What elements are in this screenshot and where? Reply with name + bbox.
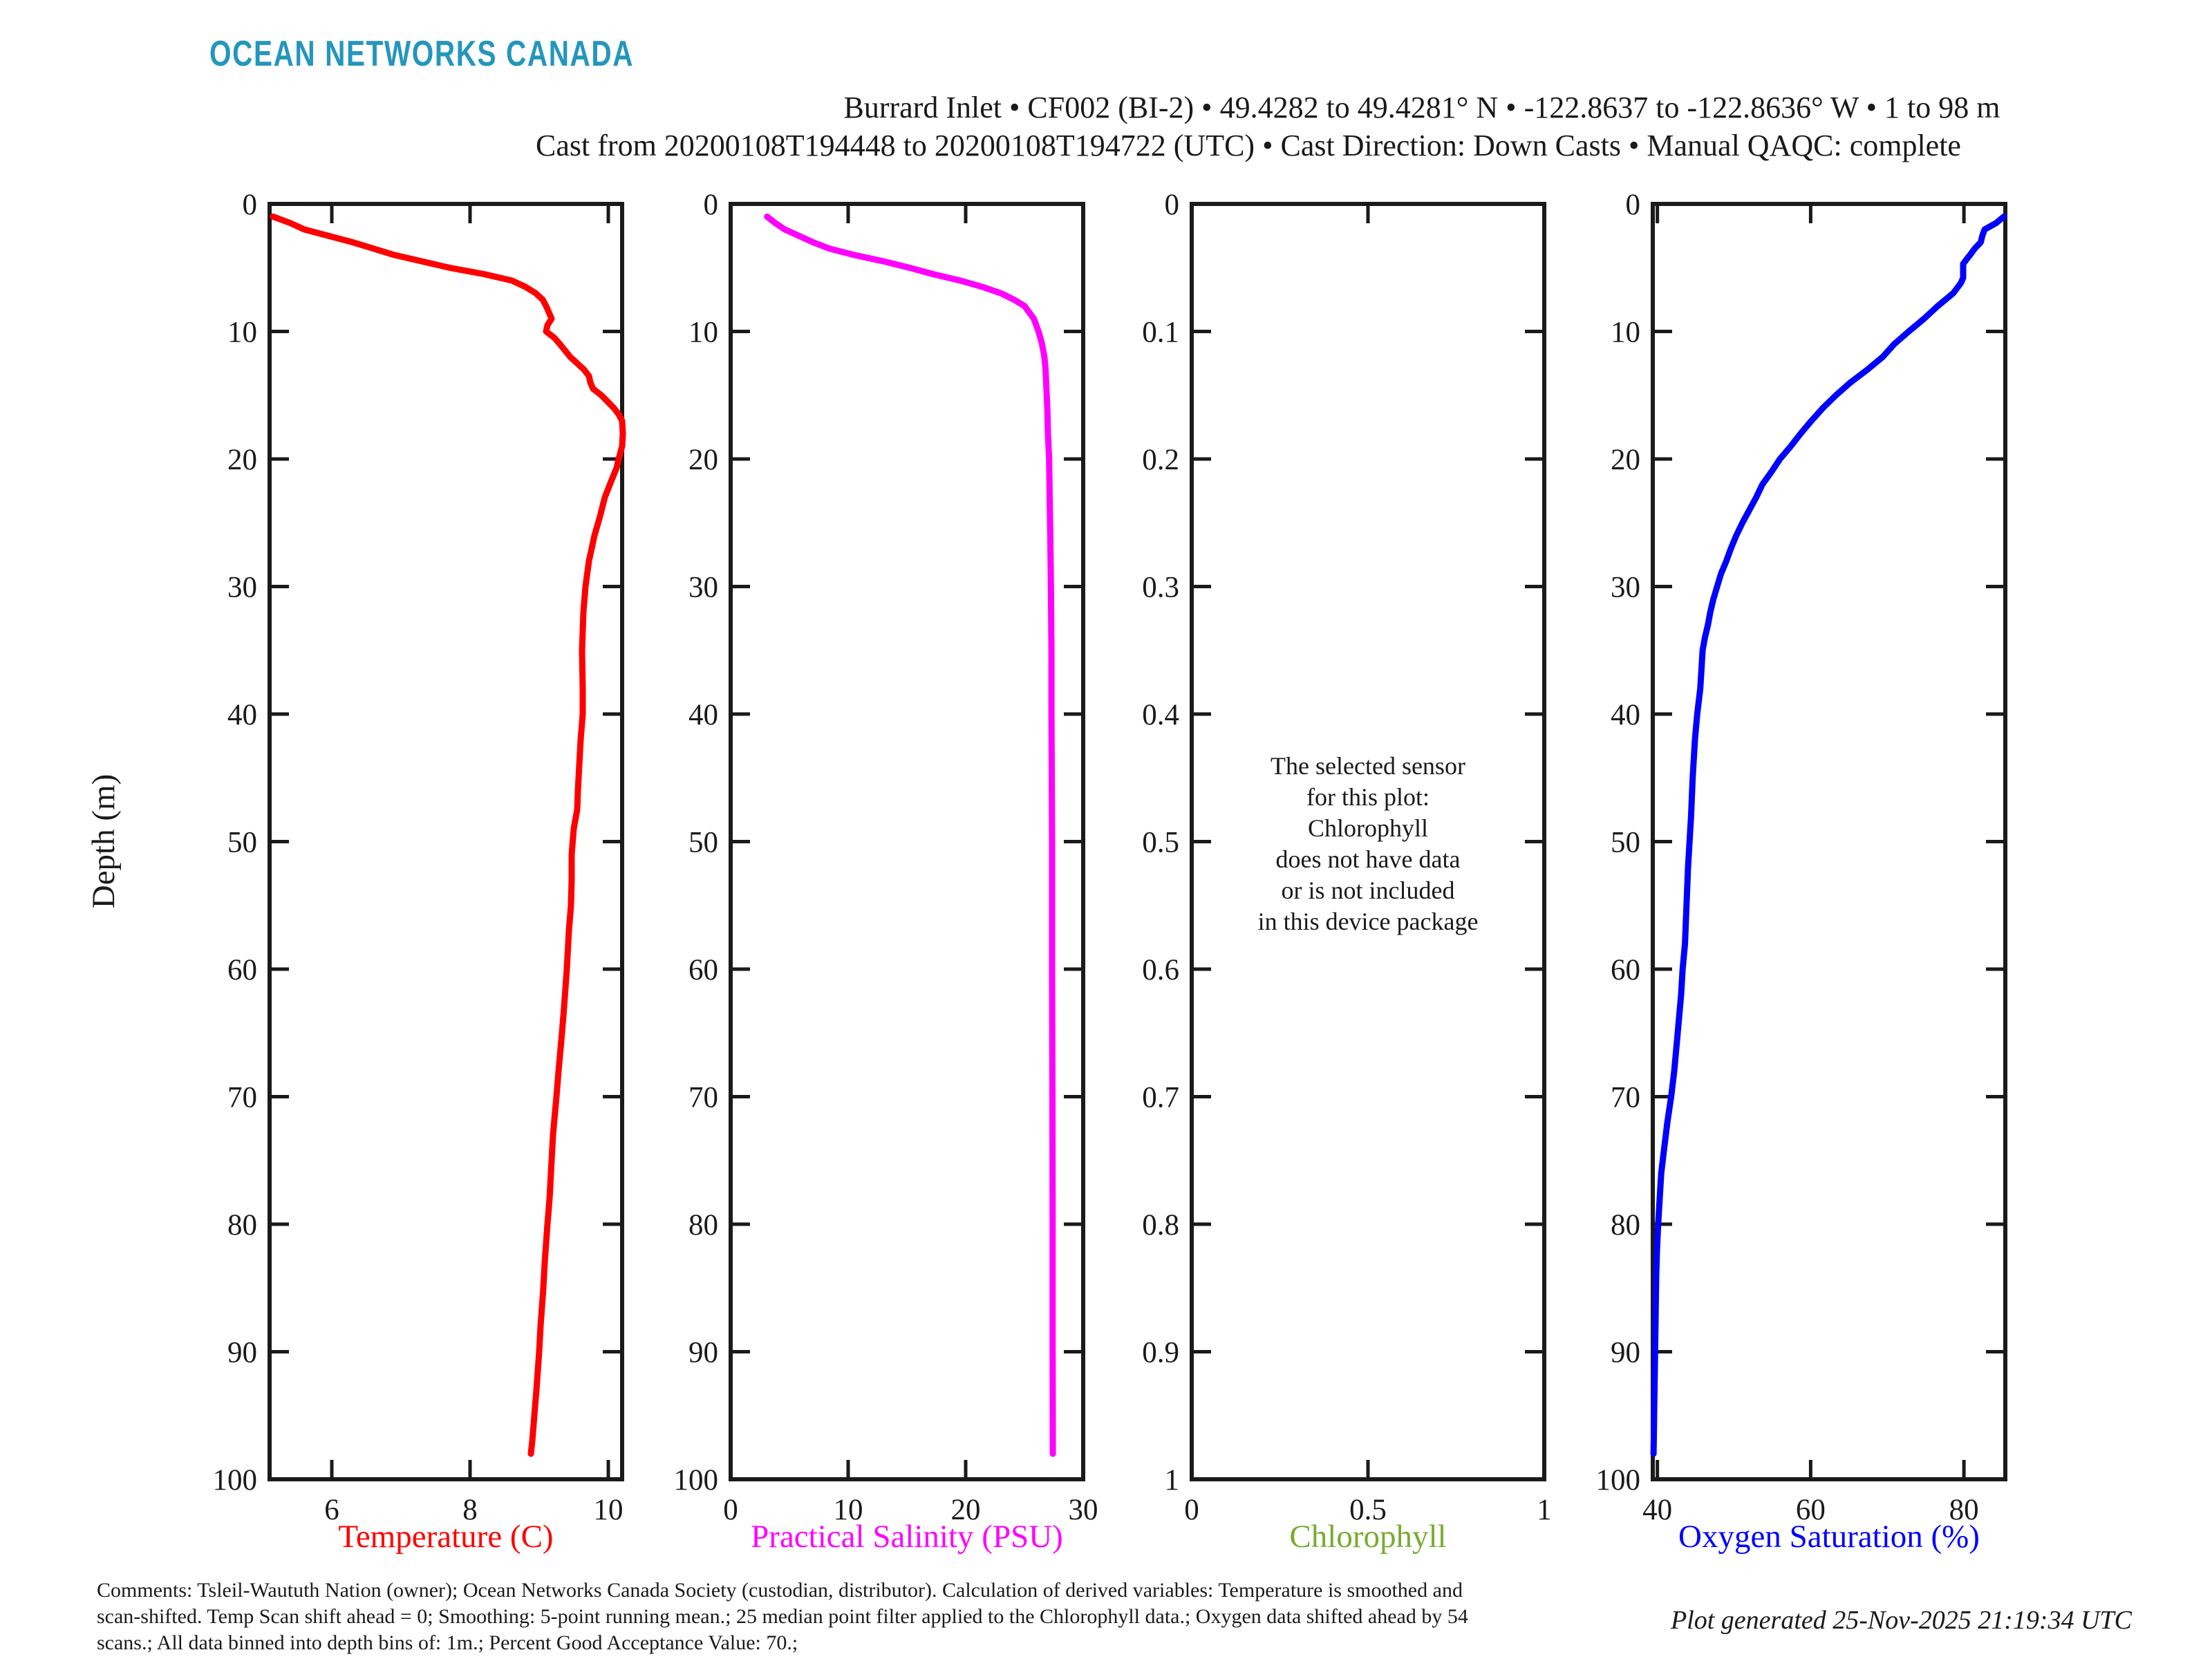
no-data-message-line: or is not included	[1281, 877, 1455, 904]
salinity-y-tick-label: 0	[704, 189, 719, 221]
salinity-curve	[764, 213, 1056, 1457]
oxygen-y-tick-label: 50	[1611, 827, 1640, 859]
plot-title-line2: Cast from 20200108T194448 to 20200108T19…	[536, 129, 1961, 162]
temperature-y-tick-label: 30	[227, 572, 257, 604]
salinity-x-tick-label: 20	[951, 1494, 981, 1526]
plot-generated-timestamp: Plot generated 25-Nov-2025 21:19:34 UTC	[1670, 1606, 2132, 1635]
chlorophyll-y-tick-label: 0.8	[1142, 1209, 1179, 1241]
salinity-y-tick-label: 90	[688, 1337, 718, 1369]
salinity-x-tick-label: 0	[723, 1494, 738, 1526]
oxygen-y-tick-label: 90	[1611, 1337, 1640, 1369]
temperature-plot-box	[268, 202, 624, 1481]
chlorophyll-panel: 0 0.5 100.10.20.30.40.50.60.70.80.91	[1142, 189, 1552, 1526]
oxygen-y-tick-label: 70	[1611, 1082, 1640, 1114]
chlorophyll-y-tick-label: 0.5	[1142, 827, 1179, 859]
temperature-y-tick-label: 70	[227, 1082, 257, 1114]
oxygen-y-tick-label: 60	[1611, 954, 1640, 986]
temperature-y-tick-label: 100	[213, 1464, 258, 1497]
salinity-y-tick-label: 40	[688, 699, 718, 731]
chlorophyll-x-tick-label: 1	[1537, 1494, 1552, 1526]
salinity-y-tick-label: 70	[688, 1082, 718, 1114]
oxygen-panel: 40 60 80 0 10 20 30 40 50 60 70 80 90 100	[1596, 189, 2007, 1526]
chlorophyll-y-tick-label: 0.6	[1142, 954, 1179, 986]
comments-line: scans.; All data binned into depth bins …	[97, 1631, 798, 1654]
temperature-curve	[270, 213, 626, 1457]
oxygen-y-tick-label: 20	[1611, 444, 1640, 476]
oxygen-curve	[1650, 213, 2007, 1457]
temperature-y-tick-label: 80	[227, 1209, 257, 1241]
salinity-panel: 0 10 20 30 0 10 20 30 40 50 60 70 80 90 100	[674, 189, 1098, 1526]
chlorophyll-x-tick-label: 0.5	[1349, 1494, 1387, 1526]
no-data-message-line: The selected sensor	[1271, 752, 1465, 780]
comments-line: Comments: Tsleil-Waututh Nation (owner);…	[97, 1579, 1463, 1602]
oxygen-y-tick-label: 100	[1596, 1464, 1641, 1497]
temperature-y-tick-label: 10	[227, 317, 257, 349]
salinity-axis-label: Practical Salinity (PSU)	[751, 1519, 1063, 1555]
temperature-axis-label: Temperature (C)	[338, 1519, 554, 1555]
oxygen-y-tick-label: 40	[1611, 699, 1640, 731]
oxygen-y-tick-label: 80	[1611, 1209, 1640, 1241]
chlorophyll-y-tick-label: 1	[1165, 1464, 1180, 1497]
temperature-x-tick-label: 10	[594, 1494, 624, 1526]
no-data-message-line: in this device package	[1257, 908, 1479, 935]
salinity-y-tick-label: 20	[688, 444, 718, 476]
no-data-message-line: does not have data	[1275, 845, 1461, 873]
chlorophyll-y-tick-label: 0.2	[1142, 444, 1179, 476]
temperature-x-tick-label: 8	[462, 1494, 478, 1526]
comments-text: Comments: Tsleil-Waututh Nation (owner);…	[97, 1577, 1468, 1656]
chlorophyll-y-tick-label: 0.9	[1142, 1337, 1179, 1369]
comments-line: scan-shifted. Temp Scan shift ahead = 0;…	[97, 1605, 1468, 1628]
chlorophyll-y-tick-label: 0.7	[1142, 1082, 1179, 1114]
salinity-y-tick-label: 100	[674, 1464, 719, 1497]
oxygen-y-tick-label: 10	[1611, 317, 1640, 349]
chlorophyll-y-tick-label: 0.4	[1142, 699, 1179, 731]
temperature-y-tick-label: 60	[227, 954, 257, 986]
temperature-x-tick-label: 6	[324, 1494, 339, 1526]
plot-title-line1: Burrard Inlet • CF002 (BI-2) • 49.4282 t…	[843, 91, 2000, 124]
salinity-y-tick-label: 50	[688, 827, 718, 859]
salinity-y-tick-label: 80	[688, 1209, 718, 1241]
oxygen-plot-box	[1651, 202, 2007, 1481]
salinity-y-tick-label: 10	[688, 317, 718, 349]
depth-axis-label: Depth (m)	[86, 774, 122, 909]
salinity-y-tick-label: 60	[688, 954, 718, 986]
salinity-x-tick-label: 30	[1069, 1494, 1098, 1526]
temperature-y-tick-label: 40	[227, 699, 257, 731]
chlorophyll-axis-label: Chlorophyll	[1289, 1519, 1447, 1555]
salinity-plot-box	[729, 202, 1085, 1481]
no-data-message: The selected sensor for this plot: Chlor…	[1192, 751, 1544, 937]
chlorophyll-x-tick-label: 0	[1184, 1494, 1199, 1526]
no-data-message-line: Chlorophyll	[1307, 814, 1428, 842]
chlorophyll-y-tick-label: 0.1	[1142, 317, 1179, 349]
temperature-y-tick-label: 50	[227, 827, 257, 859]
onc-logo: OCEAN NETWORKS CANADA	[209, 34, 635, 74]
chlorophyll-y-tick-label: 0.3	[1142, 572, 1179, 604]
salinity-x-tick-label: 10	[834, 1494, 863, 1526]
oxygen-x-tick-label: 40	[1642, 1494, 1672, 1526]
oxygen-y-tick-label: 30	[1611, 572, 1640, 604]
oxygen-x-tick-label: 60	[1796, 1494, 1826, 1526]
temperature-y-tick-label: 0	[243, 189, 258, 221]
temperature-y-tick-label: 90	[227, 1337, 257, 1369]
temperature-y-tick-label: 20	[227, 444, 257, 476]
salinity-y-tick-label: 30	[688, 572, 718, 604]
no-data-message-line: for this plot:	[1306, 783, 1430, 811]
oxygen-axis-label: Oxygen Saturation (%)	[1678, 1519, 1980, 1555]
oxygen-y-tick-label: 0	[1626, 189, 1641, 221]
oxygen-x-tick-label: 80	[1949, 1494, 1979, 1526]
chlorophyll-y-tick-label: 0	[1165, 189, 1180, 221]
